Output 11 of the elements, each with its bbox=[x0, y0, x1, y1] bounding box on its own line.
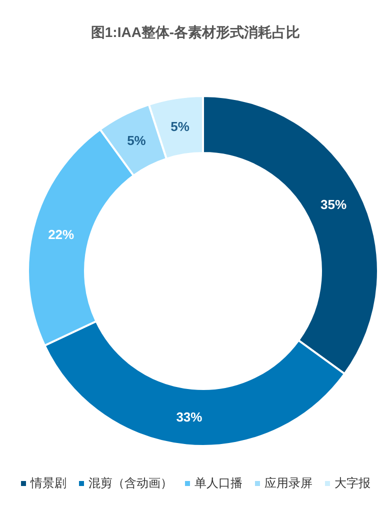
data-label: 33% bbox=[176, 409, 203, 424]
legend-label: 单人口播 bbox=[194, 475, 242, 492]
legend-label: 应用录屏 bbox=[264, 475, 312, 492]
chart-title: 图1:IAA整体-各素材形式消耗占比 bbox=[90, 23, 302, 42]
data-label: 35% bbox=[320, 196, 347, 212]
legend-label: 大字报 bbox=[334, 475, 370, 492]
legend-label: 混剪（含动画） bbox=[88, 475, 172, 492]
data-label: 5% bbox=[127, 132, 146, 148]
data-label: 5% bbox=[170, 118, 190, 134]
legend-label: 情景剧 bbox=[29, 475, 66, 492]
data-label: 22% bbox=[48, 227, 75, 242]
